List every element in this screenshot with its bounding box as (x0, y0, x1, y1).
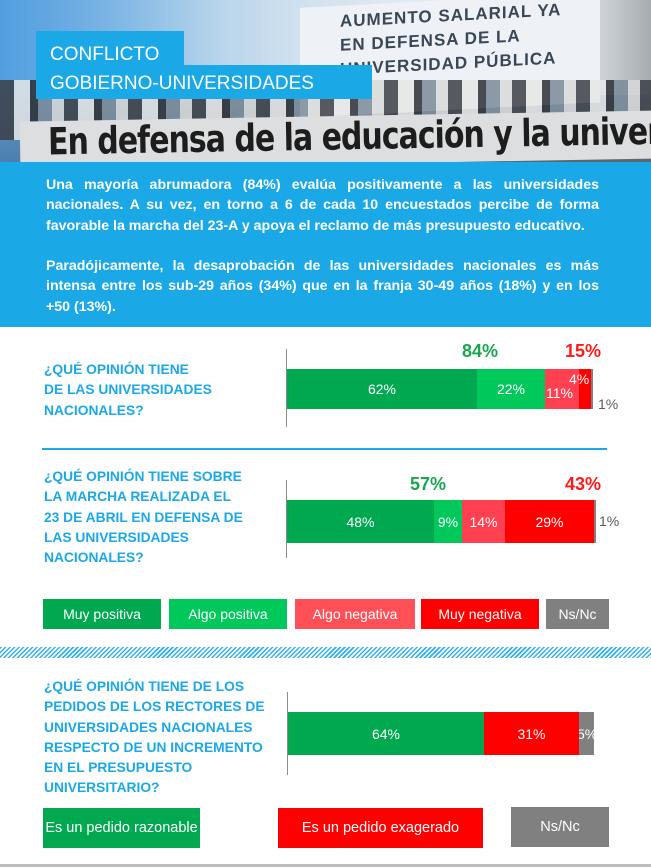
segment-pedido-razonable: 64% (288, 712, 484, 755)
segment-value: 29% (535, 513, 564, 530)
title-box (36, 65, 372, 99)
question-label-line: LA MARCHA REALIZADA EL (44, 489, 232, 505)
chart-2-bar: 48% 9% 14% 29% (287, 500, 596, 543)
chart-2-axis (286, 480, 287, 558)
title-box (36, 31, 184, 69)
chart-1-ns-nc-value: 1% (598, 396, 619, 412)
chart-1-negative-total: 15% (565, 341, 602, 361)
question-label-line: UNIVERSITARIO? (44, 780, 160, 796)
legend-pedido-razonable: Es un pedido razonable (43, 808, 200, 848)
segment-value: 5% (579, 725, 594, 742)
segment-value: 9% (437, 513, 459, 530)
chart-2-negative-total: 43% (565, 474, 602, 494)
legend-pedido-exagerado: Es un pedido exagerado (278, 808, 483, 848)
segment-muy-negativa: 29% (505, 500, 594, 543)
photo-banner-top-line: AUMENTO SALARIAL YA (340, 0, 562, 31)
chart-1-bar: 62% 22% 11% 4% (287, 369, 593, 409)
segment-muy-positiva: 48% (287, 500, 434, 543)
segment-algo-negativa: 14% (462, 500, 505, 543)
segment-algo-negativa: 11% (545, 369, 579, 409)
question-label-line: EN EL PRESUPUESTO (44, 760, 193, 776)
question-label-line: UNIVERSIDADES NACIONALES (44, 719, 253, 735)
legend-label: Algo positiva (188, 606, 268, 622)
question-label-line: 23 DE ABRIL EN DEFENSA DE (44, 509, 243, 525)
segment-algo-positiva: 9% (434, 500, 462, 543)
segment-value: 11% (546, 385, 573, 401)
page-title-line-1: CONFLICTO (50, 44, 160, 65)
legend-label: Muy negativa (438, 606, 522, 622)
legend-ns-nc: Ns/Nc (511, 807, 609, 847)
hatched-divider (0, 647, 651, 658)
section-divider (42, 448, 607, 450)
legend-label: Es un pedido exagerado (301, 820, 460, 836)
chart-1-axis (286, 349, 287, 427)
legend-label: Muy positiva (63, 606, 141, 622)
question-2-label: ¿QUÉ OPINIÓN TIENE SOBRE LA MARCHA REALI… (44, 467, 243, 568)
question-label-line: RESPECTO DE UN INCREMENTO (44, 739, 263, 755)
question-label-line: ¿QUÉ OPINIÓN TIENE DE LOS (44, 679, 245, 694)
segment-muy-positiva: 62% (287, 369, 477, 409)
summary-panel: Una mayoría abrumadora (84%) evalúa posi… (0, 162, 651, 327)
chart-1-positive-total: 84% (462, 341, 499, 361)
question-label-line: ¿QUÉ OPINIÓN TIENE SOBRE (44, 469, 242, 484)
chart-3-bar: 64% 31% 5% (288, 712, 594, 755)
legend-muy-negativa: Muy negativa (421, 599, 539, 629)
legend-algo-positiva: Algo positiva (169, 599, 287, 629)
legend-label: Ns/Nc (558, 606, 597, 622)
segment-value: 4% (569, 371, 590, 387)
legend-ns-nc: Ns/Nc (546, 599, 609, 629)
page-title-line-2: GOBIERNO-UNIVERSIDADES (50, 73, 314, 94)
segment-value: 31% (517, 725, 546, 742)
segment-value: 62% (367, 381, 397, 397)
legend-label: Es un pedido razonable (45, 820, 198, 836)
segment-muy-negativa: 4% (569, 369, 591, 409)
chart-2-ns-nc-value: 1% (599, 513, 620, 529)
question-label-line: NACIONALES? (44, 550, 144, 566)
footer-rule (0, 864, 651, 867)
segment-value: 64% (371, 725, 401, 742)
segment-value: 22% (496, 381, 526, 397)
summary-paragraph-2: Paradójicamente, la desaprobación de las… (46, 258, 599, 315)
legend-label: Algo negativa (312, 606, 398, 622)
question-label-line: NACIONALES? (44, 402, 144, 418)
legend-algo-negativa: Algo negativa (295, 599, 415, 629)
segment-value: 14% (469, 513, 498, 530)
summary-paragraph-1: Una mayoría abrumadora (84%) evalúa posi… (46, 177, 599, 234)
segment-pedido-exagerado: 31% (484, 712, 579, 755)
segment-ns-nc (591, 369, 593, 409)
legend-label: Ns/Nc (540, 819, 580, 835)
chart-2-positive-total: 57% (410, 474, 447, 494)
chart-3-axis (287, 692, 288, 775)
question-label-line: DE LAS UNIVERSIDADES (44, 382, 212, 398)
question-3-label: ¿QUÉ OPINIÓN TIENE DE LOS PEDIDOS DE LOS… (44, 677, 265, 799)
segment-ns-nc (594, 500, 596, 543)
question-label-line: LAS UNIVERSIDADES (44, 529, 189, 545)
question-1-label: ¿QUÉ OPINIÓN TIENE DE LAS UNIVERSIDADES … (44, 360, 212, 421)
legend-muy-positiva: Muy positiva (43, 599, 161, 629)
segment-value: 48% (346, 513, 375, 530)
segment-ns-nc: 5% (579, 712, 594, 755)
question-label-line: PEDIDOS DE LOS RECTORES DE (44, 699, 265, 715)
question-label-line: ¿QUÉ OPINIÓN TIENE (44, 362, 189, 377)
segment-algo-positiva: 22% (477, 369, 545, 409)
